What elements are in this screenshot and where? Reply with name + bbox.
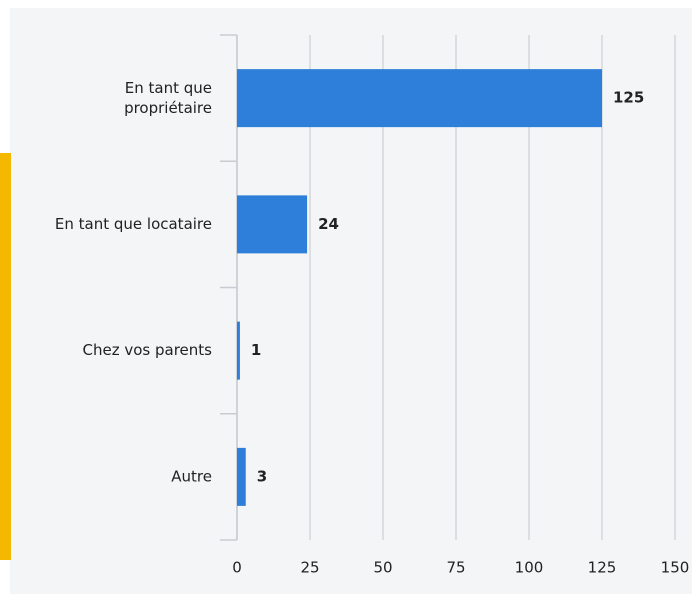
y-tick-label: En tant que propriétaire (124, 79, 212, 117)
value-label: 24 (318, 215, 339, 233)
x-tick-label: 75 (446, 559, 465, 577)
x-tick-label: 0 (232, 559, 242, 577)
bar (237, 447, 246, 506)
y-tick-label: En tant que locataire (55, 215, 212, 233)
x-tick-label: 25 (300, 559, 319, 577)
y-tick-label: Autre (171, 467, 212, 485)
value-label: 125 (613, 89, 644, 107)
bar (237, 321, 240, 380)
x-tick-label: 125 (588, 559, 617, 577)
value-label: 1 (251, 341, 261, 359)
bar (237, 69, 602, 128)
bar (237, 195, 308, 254)
accent-stripe (0, 153, 11, 560)
x-tick-label: 50 (373, 559, 392, 577)
x-tick-label: 150 (661, 559, 690, 577)
value-label: 3 (257, 467, 267, 485)
y-tick-label: Chez vos parents (83, 341, 213, 359)
x-tick-label: 100 (515, 559, 544, 577)
